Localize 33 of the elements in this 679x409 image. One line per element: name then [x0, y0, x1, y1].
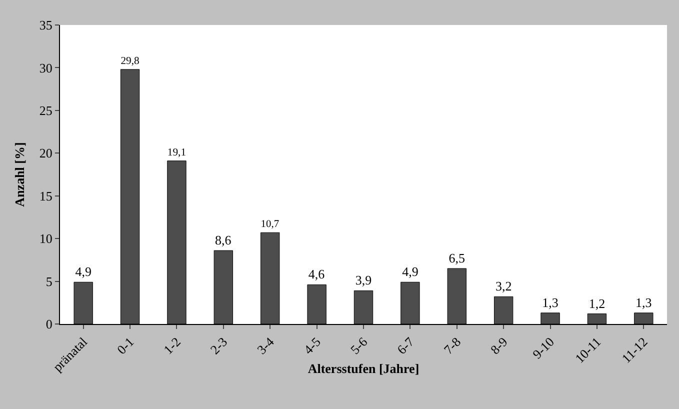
- data-label: 4,9: [75, 264, 92, 280]
- x-tick-label: 8-9: [487, 334, 510, 358]
- x-tick-label: 6-7: [394, 334, 418, 358]
- data-label: 4,9: [402, 264, 418, 280]
- data-label: 10,7: [260, 219, 280, 230]
- data-label: 3,2: [495, 278, 512, 294]
- data-label: 29,8: [120, 54, 140, 67]
- data-label: 1,2: [588, 296, 606, 311]
- x-tick-label: 1-2: [160, 334, 184, 358]
- y-tick-label: 5: [46, 274, 52, 289]
- y-tick-label: 0: [46, 316, 52, 332]
- data-label: 3,9: [355, 272, 372, 288]
- data-label: 1,3: [542, 294, 558, 310]
- x-tick-label: 5-6: [347, 334, 371, 358]
- x-tick-label: 9-10: [530, 334, 557, 362]
- y-tick-label: 35: [39, 18, 52, 33]
- y-tick-label: 25: [39, 102, 52, 118]
- x-tick-label: 4-5: [300, 334, 324, 358]
- y-tick-label: 30: [39, 60, 52, 76]
- x-axis-title: Altersstufen [Jahre]: [308, 361, 420, 376]
- data-label: 4,6: [308, 266, 326, 282]
- x-tick-label: 3-4: [254, 334, 278, 358]
- x-tick-label: 0-1: [114, 334, 137, 358]
- y-tick-label: 10: [39, 231, 52, 246]
- y-tick-label: 15: [39, 188, 52, 204]
- data-label: 8,6: [215, 232, 232, 248]
- x-tick-label: 2-3: [207, 334, 230, 358]
- y-axis-title: Anzahl [%]: [12, 142, 27, 207]
- y-tick-label: 20: [39, 146, 52, 161]
- data-label: 19,1: [167, 146, 186, 158]
- x-tick-label: 7-8: [440, 334, 464, 358]
- data-label: 1,3: [636, 294, 652, 310]
- data-label: 6,5: [448, 250, 466, 266]
